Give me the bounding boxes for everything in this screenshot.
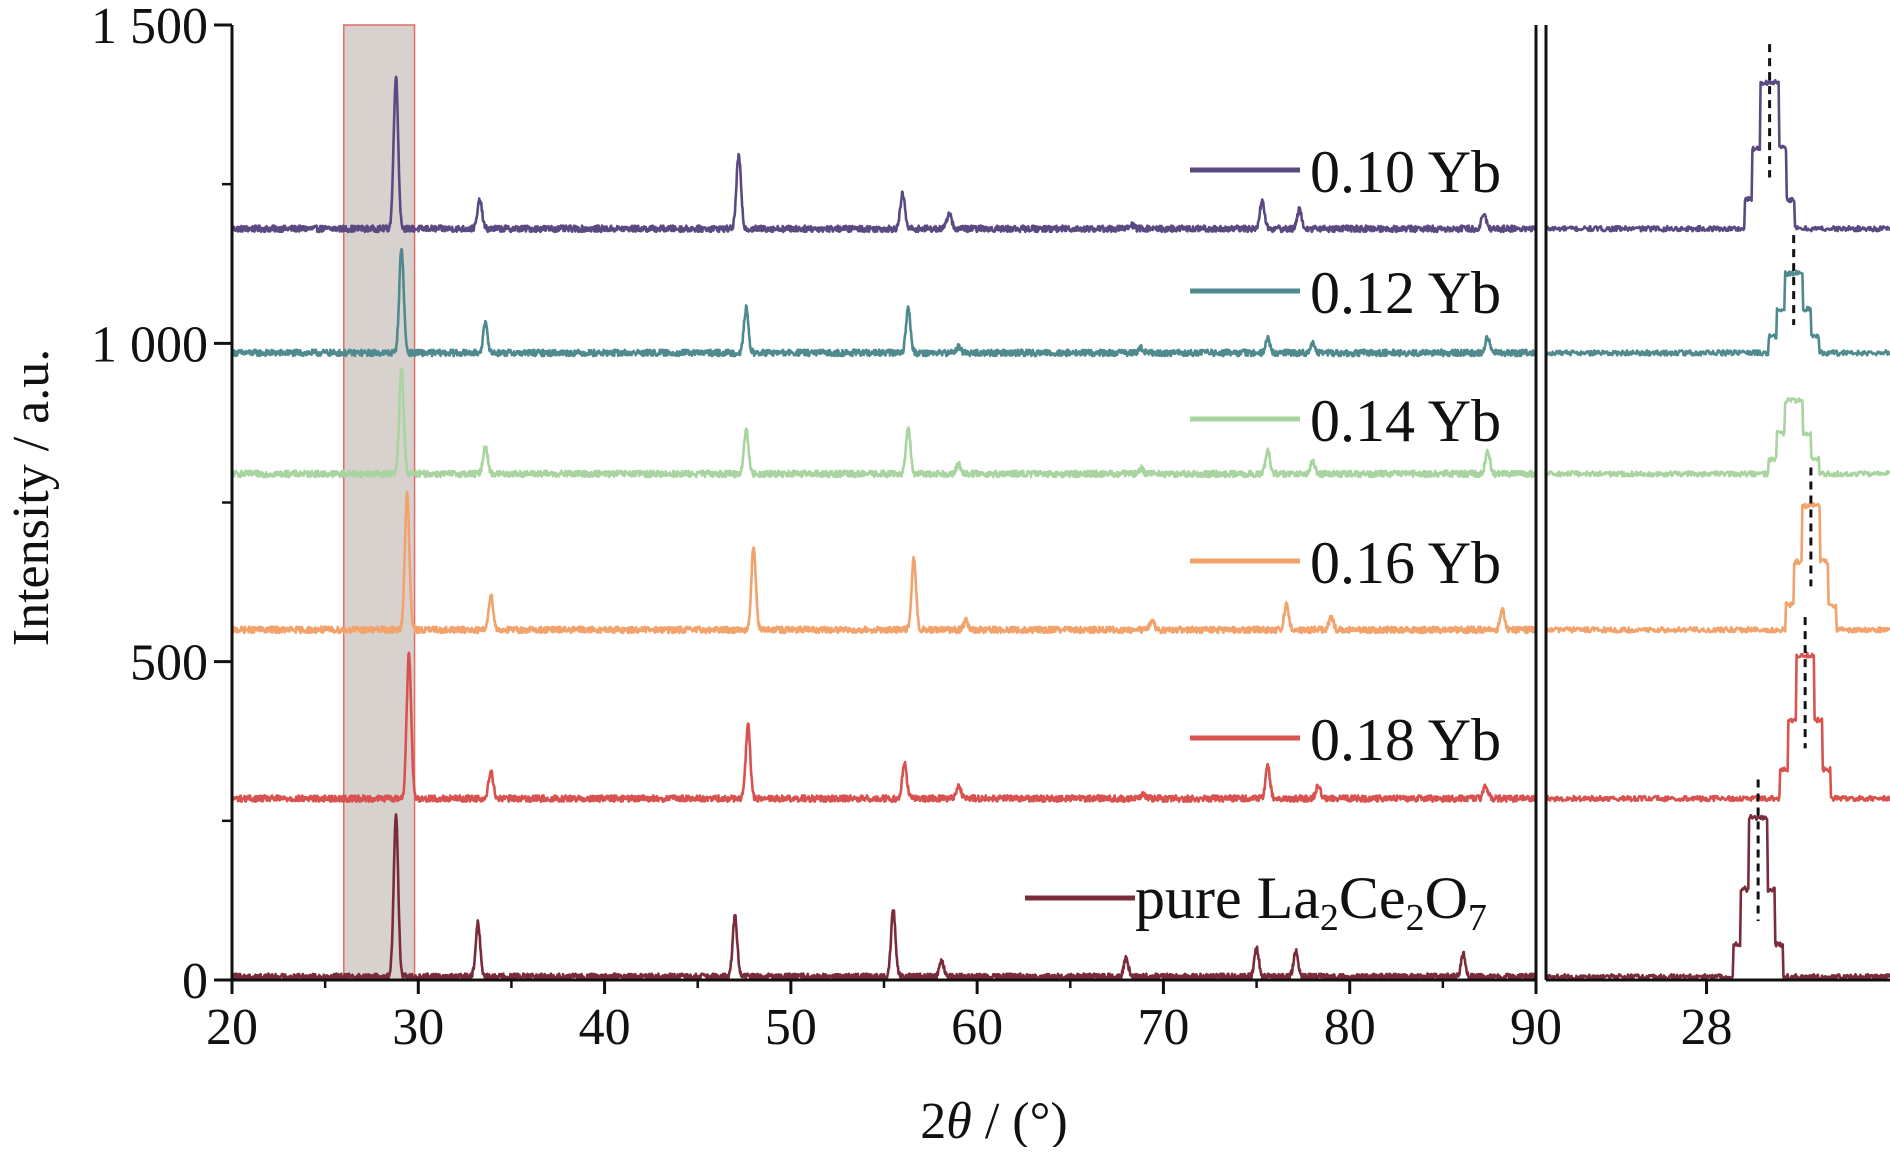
y-axis-title: Intensity / a.u. — [3, 349, 60, 647]
x-tick-label-1: 30 — [392, 999, 444, 1056]
series-line-1 — [230, 247, 1538, 358]
y-tick-label-0: 0 — [182, 953, 208, 1010]
x-tick-label-4: 60 — [951, 999, 1003, 1056]
y-tick-label-2: 1 000 — [91, 316, 208, 373]
x-tick-label-2: 40 — [579, 999, 631, 1056]
legend-label-4: 0.18 Yb — [1310, 707, 1501, 773]
legend-label-0: 0.10 Yb — [1310, 139, 1501, 205]
legend-label-2: 0.14 Yb — [1310, 388, 1501, 454]
x-tick-label-7: 90 — [1510, 999, 1562, 1056]
inset-series-line-0 — [1544, 78, 1890, 233]
legend-label-1: 0.12 Yb — [1310, 260, 1501, 326]
inset-series-line-5 — [1545, 813, 1890, 981]
y-tick-label-1: 500 — [130, 635, 208, 692]
x-tick-label-6: 80 — [1324, 999, 1376, 1056]
inset-x-tick-label-0: 28 — [1681, 999, 1733, 1056]
inset-series-line-3 — [1544, 502, 1890, 634]
x-tick-label-0: 20 — [206, 999, 258, 1056]
x-axis-title: 2θ / (°) — [920, 1093, 1067, 1147]
series-line-4 — [230, 651, 1537, 803]
inset-series-line-1 — [1545, 269, 1890, 357]
series-line-5 — [230, 813, 1538, 982]
series-line-0 — [230, 75, 1538, 234]
series-line-2 — [231, 368, 1538, 479]
legend-label-5: pure La2Ce2O7 — [1135, 865, 1487, 939]
legend-label-3: 0.16 Yb — [1310, 530, 1501, 596]
y-tick-label-3: 1 500 — [91, 0, 208, 55]
x-tick-label-3: 50 — [765, 999, 817, 1056]
inset-series-line-2 — [1544, 397, 1890, 478]
highlight-region — [343, 24, 416, 981]
inset-series-line-4 — [1544, 651, 1890, 803]
x-tick-label-5: 70 — [1137, 999, 1189, 1056]
series-line-3 — [230, 490, 1538, 635]
